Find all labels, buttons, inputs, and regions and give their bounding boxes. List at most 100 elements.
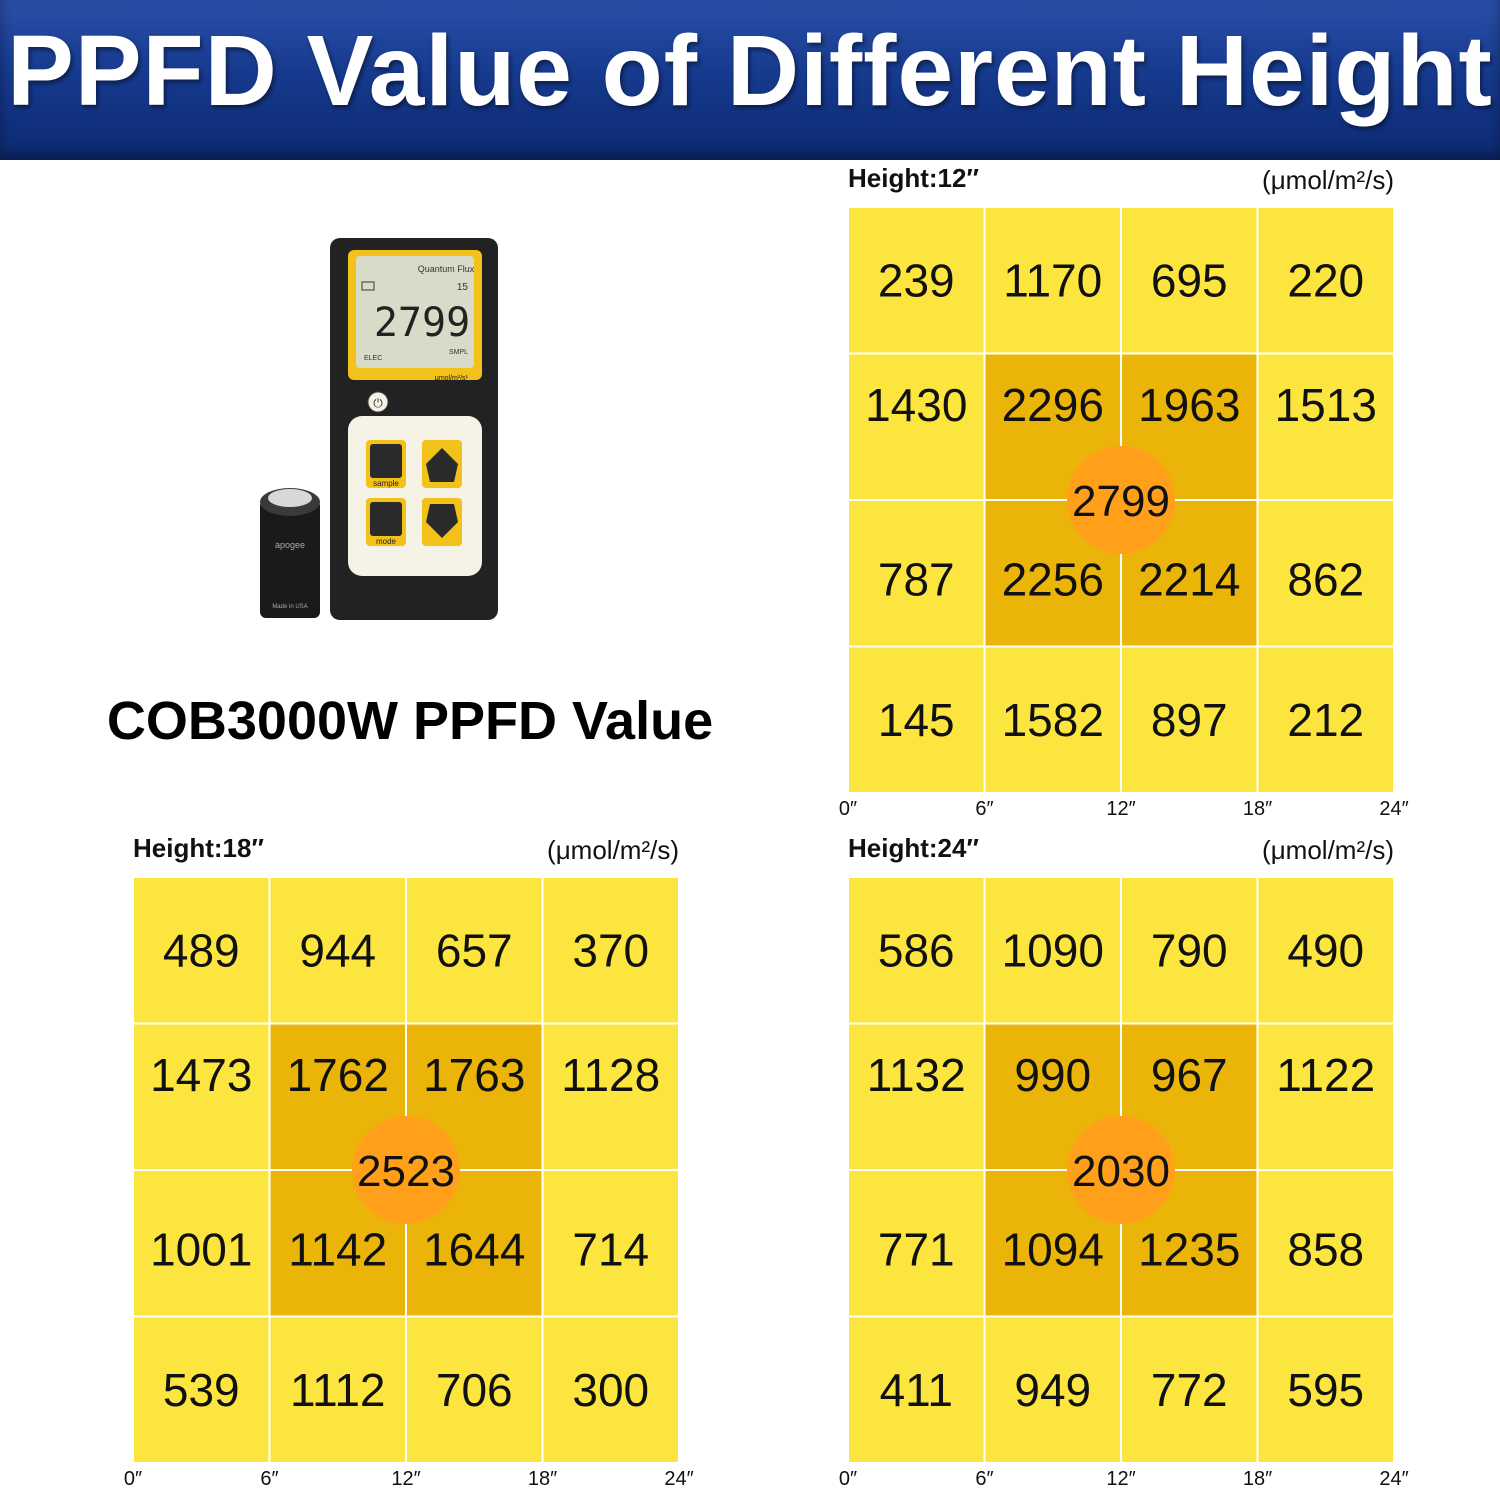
meter-unit: μmol/m²/s¹ [435, 375, 469, 382]
grid-cell [541, 1169, 680, 1318]
meter-screen [356, 256, 474, 368]
power-button[interactable] [367, 391, 389, 413]
grid-cell [132, 1315, 271, 1464]
grid-cell [1256, 645, 1395, 794]
cell-value: 1142 [288, 1223, 387, 1275]
cell-value: 967 [1151, 1049, 1228, 1101]
cell-value: 586 [878, 924, 955, 976]
x-tick-label: 12″ [391, 1468, 420, 1490]
cell-value: 212 [1287, 694, 1364, 746]
sample-label: sample [373, 479, 399, 488]
cell-value: 595 [1287, 1364, 1364, 1416]
x-tick-label: 12″ [1106, 798, 1135, 820]
cell-value: 790 [1151, 924, 1228, 976]
product-label: COB3000W PPFD Value [106, 691, 714, 751]
cell-value: 539 [163, 1364, 240, 1416]
power-icon: ⏻ [373, 396, 383, 410]
x-tick-label: 24″ [1379, 1468, 1408, 1490]
x-tick-label: 0″ [839, 798, 857, 820]
cell-value: 411 [880, 1364, 953, 1416]
center-circle [1067, 446, 1175, 554]
quantum-meter-illustration: apogee Made in USA Quantum Flux 15 2799 … [260, 238, 498, 620]
grid-cell [983, 645, 1122, 794]
down-button[interactable] [422, 498, 462, 546]
grid-cell [132, 1022, 271, 1171]
grid-cell [1120, 206, 1259, 355]
battery-icon [361, 281, 375, 291]
down-arrow-icon [426, 504, 458, 538]
cell-value: 1430 [865, 379, 967, 431]
cell-value: 897 [1151, 694, 1228, 746]
grid-unit: (μmol/m²/s) [1262, 165, 1394, 195]
grid-cell [847, 499, 986, 648]
cell-value: 1763 [423, 1049, 525, 1101]
meter-reading: 2799 [374, 300, 470, 346]
page-title: PPFD Value of Different Height [7, 15, 1493, 127]
cell-value: 1644 [423, 1223, 525, 1275]
cell-value: 1513 [1275, 379, 1377, 431]
mode-button[interactable]: mode [366, 498, 406, 546]
grid-title: Height:12″ [848, 163, 979, 193]
up-arrow-icon [426, 448, 458, 482]
cell-value: 1001 [150, 1223, 252, 1275]
cell-value: 145 [878, 694, 955, 746]
cell-value: 1170 [1003, 254, 1102, 306]
x-tick-label: 18″ [1243, 798, 1272, 820]
meter-mode-left: ELEC [364, 355, 382, 362]
mode-label: mode [376, 537, 397, 546]
cell-value: 1582 [1002, 694, 1104, 746]
grid-cell [1120, 876, 1259, 1025]
cell-value: 1112 [290, 1364, 386, 1416]
center-circle [1067, 1116, 1175, 1224]
cell-value: 1090 [1002, 924, 1104, 976]
cell-value: 1963 [1138, 379, 1240, 431]
cell-value: 1128 [561, 1049, 660, 1101]
center-circle [352, 1116, 460, 1224]
cell-value: 370 [572, 924, 649, 976]
grid-cell [268, 1315, 407, 1464]
cell-value: 1473 [150, 1049, 252, 1101]
cell-value: 1122 [1276, 1049, 1375, 1101]
sample-button[interactable]: sample [366, 440, 406, 488]
cell-value: 862 [1287, 553, 1364, 605]
center-value: 2030 [1072, 1147, 1170, 1196]
grid-cell [541, 876, 680, 1025]
meter-brand-sub: INSTRUMENTS [432, 407, 469, 413]
grid-cell [405, 876, 544, 1025]
sensor-made-text: Made in USA [272, 604, 307, 610]
cell-value: 990 [1014, 1049, 1091, 1101]
x-tick-label: 6″ [260, 1468, 278, 1490]
cell-value: 2214 [1138, 553, 1240, 605]
x-tick-label: 0″ [839, 1468, 857, 1490]
cell-value: 1094 [1002, 1223, 1104, 1275]
grid-cell [847, 876, 986, 1025]
cell-value: 657 [436, 924, 513, 976]
center-value: 2523 [357, 1147, 455, 1196]
grid-cell [132, 1169, 271, 1318]
cell-value: 944 [299, 924, 376, 976]
grid-cell [541, 1022, 680, 1171]
grid-cell [405, 1315, 544, 1464]
grid-cell [1256, 352, 1395, 501]
grid-cell [541, 1315, 680, 1464]
cell-value: 772 [1151, 1364, 1228, 1416]
cell-value: 2256 [1002, 553, 1104, 605]
title-banner: PPFD Value of Different Height [0, 0, 1500, 160]
heatmap-height-12: Height:12″ (μmol/m²/s) 239 1170 695 220 1430 22… [839, 163, 1409, 820]
grid-cell [1120, 645, 1259, 794]
heatmap-height-24: Height:24″ (μmol/m²/s) 586 1090 790 490 1132 99… [839, 833, 1409, 1490]
cell-value: 2296 [1002, 379, 1104, 431]
cell-value: 858 [1287, 1223, 1364, 1275]
meter-brand: apogee [425, 389, 474, 405]
cell-value: 489 [163, 924, 240, 976]
up-button[interactable] [422, 440, 462, 488]
x-tick-label: 24″ [1379, 798, 1408, 820]
x-tick-label: 24″ [664, 1468, 693, 1490]
x-tick-label: 18″ [528, 1468, 557, 1490]
x-tick-label: 12″ [1106, 1468, 1135, 1490]
grid-title: Height:18″ [133, 833, 264, 863]
x-tick-label: 6″ [975, 1468, 993, 1490]
cell-value: 714 [572, 1223, 649, 1275]
grid-cell [983, 1315, 1122, 1464]
meter-screen-title: Quantum Flux [418, 264, 475, 274]
